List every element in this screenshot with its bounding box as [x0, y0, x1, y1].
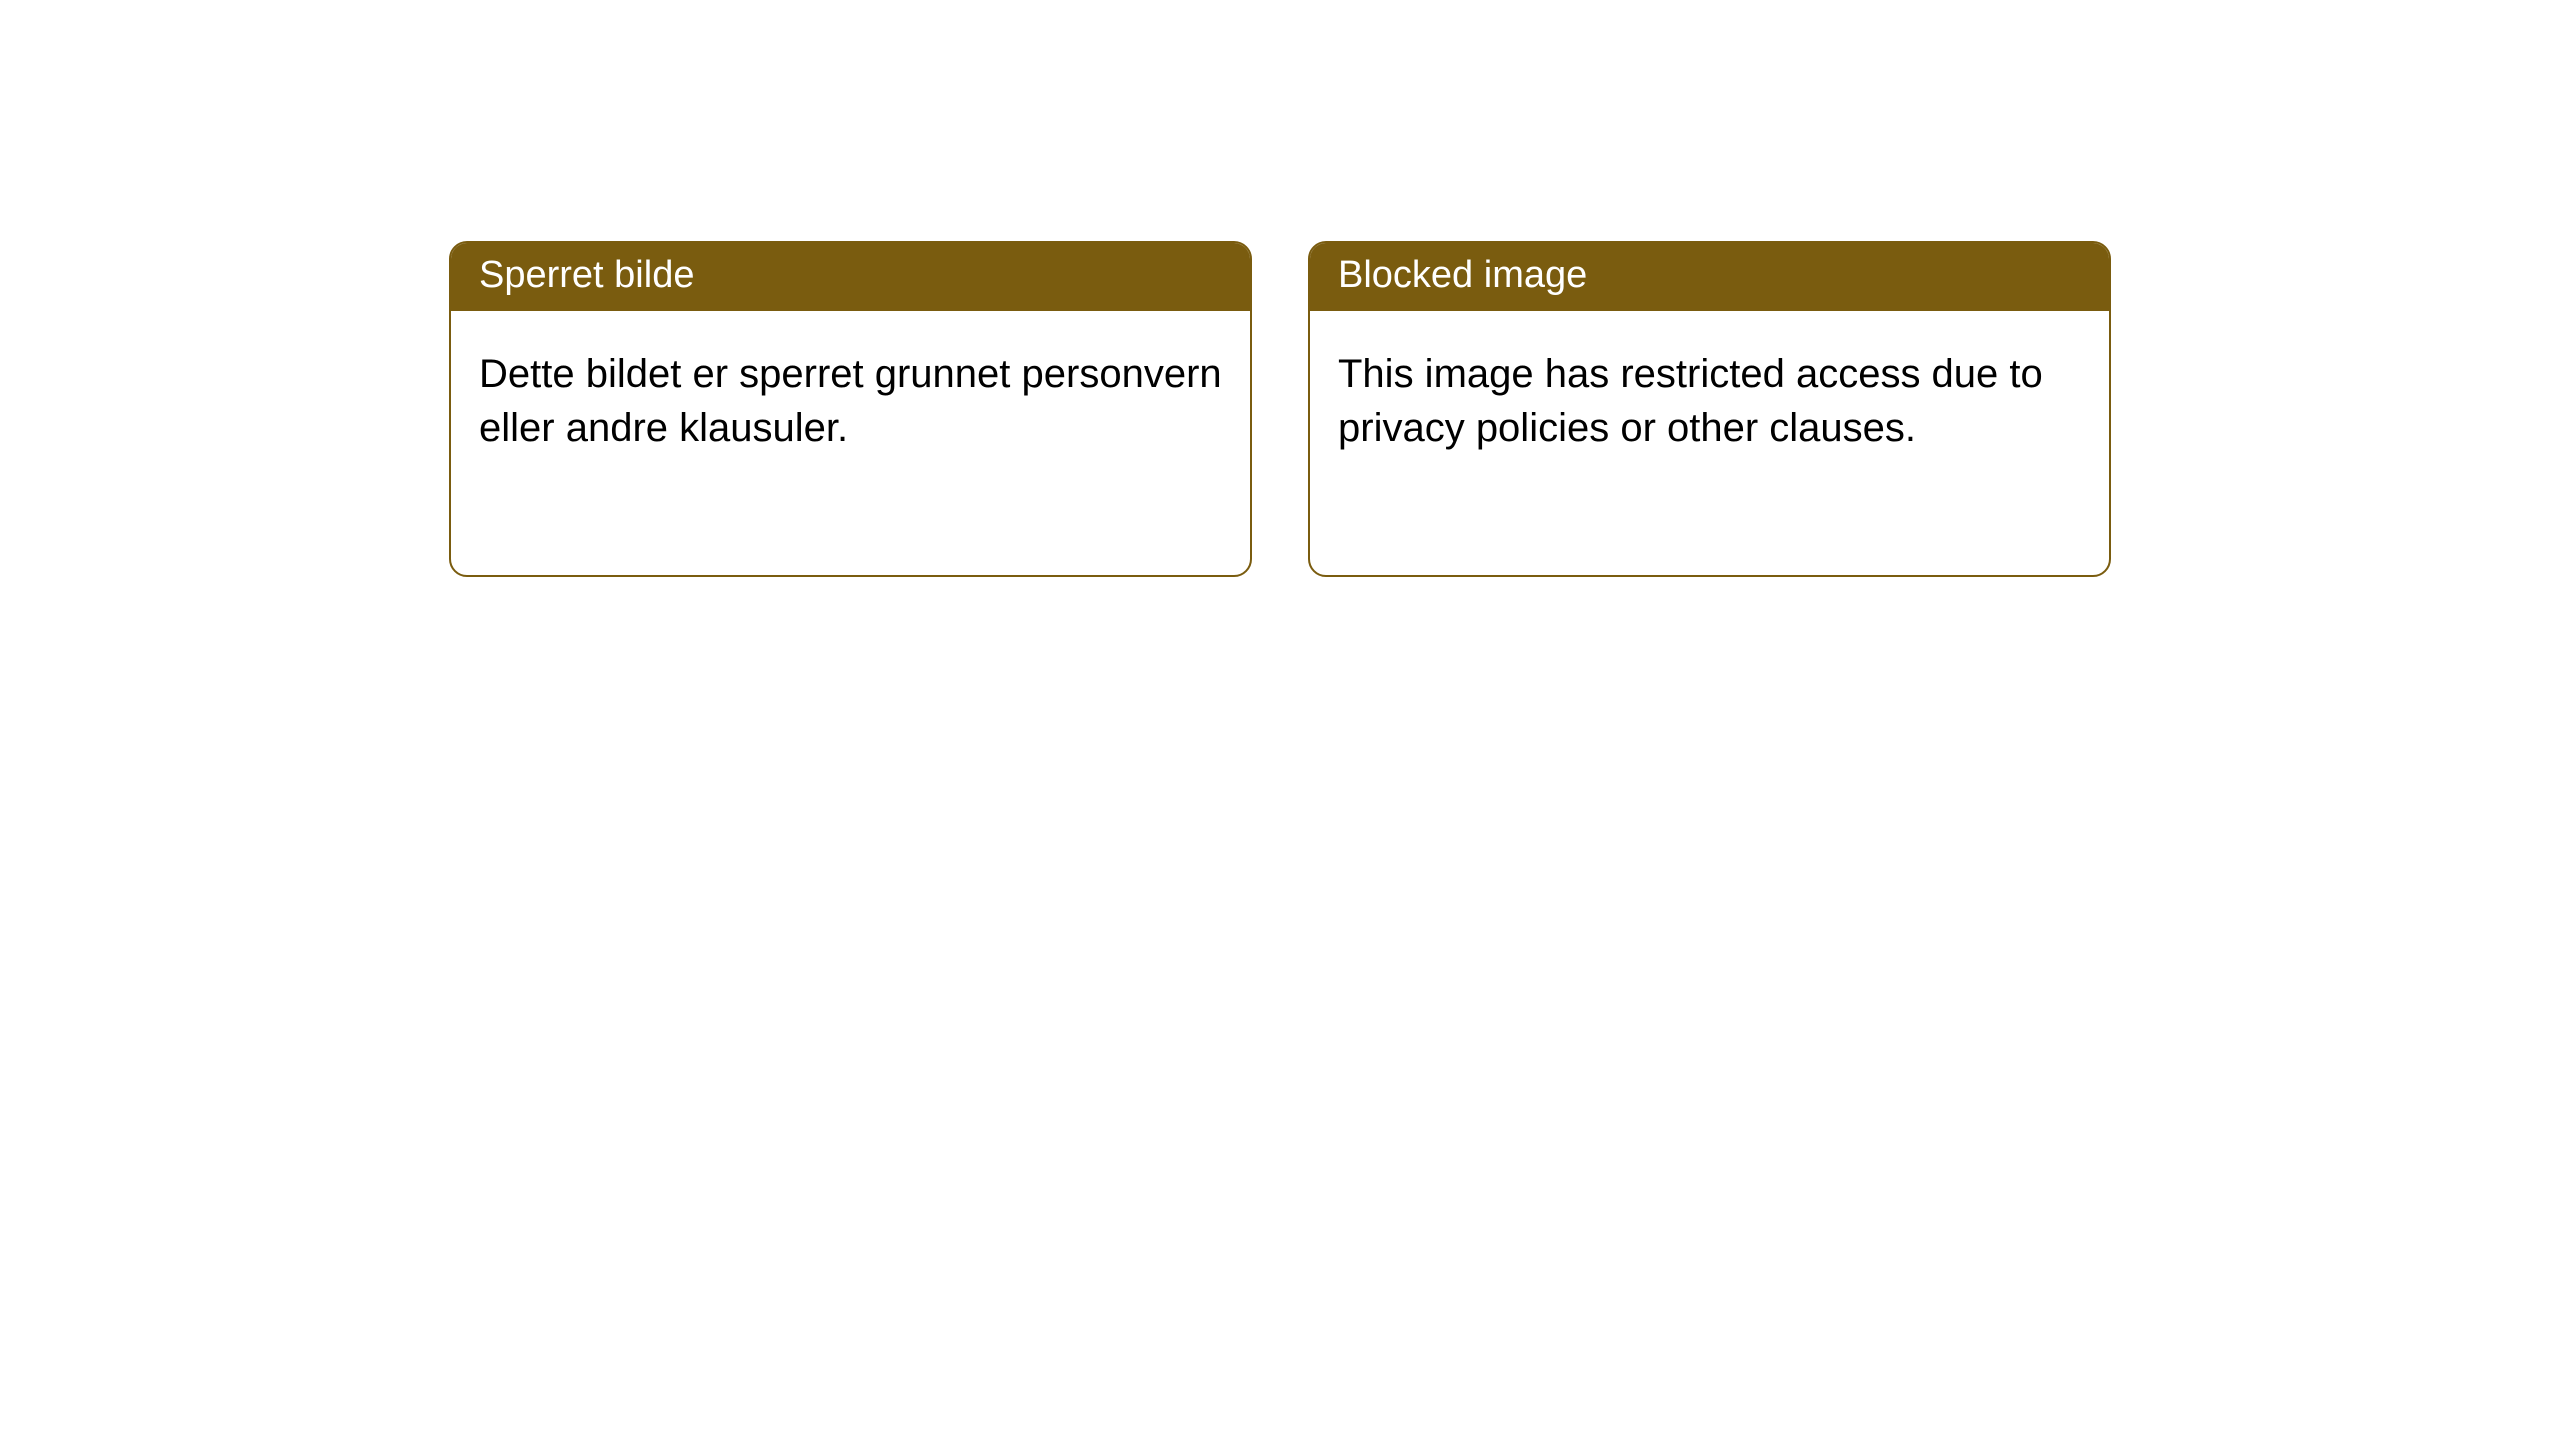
notice-cards-container: Sperret bilde Dette bildet er sperret gr… — [0, 0, 2560, 577]
notice-card-norwegian: Sperret bilde Dette bildet er sperret gr… — [449, 241, 1252, 577]
card-title: Sperret bilde — [479, 254, 694, 296]
card-body-text: Dette bildet er sperret grunnet personve… — [479, 352, 1222, 450]
card-body: This image has restricted access due to … — [1310, 311, 2109, 483]
card-title: Blocked image — [1338, 254, 1587, 296]
card-header: Sperret bilde — [451, 243, 1250, 311]
card-body-text: This image has restricted access due to … — [1338, 352, 2043, 450]
card-body: Dette bildet er sperret grunnet personve… — [451, 311, 1250, 483]
notice-card-english: Blocked image This image has restricted … — [1308, 241, 2111, 577]
card-header: Blocked image — [1310, 243, 2109, 311]
